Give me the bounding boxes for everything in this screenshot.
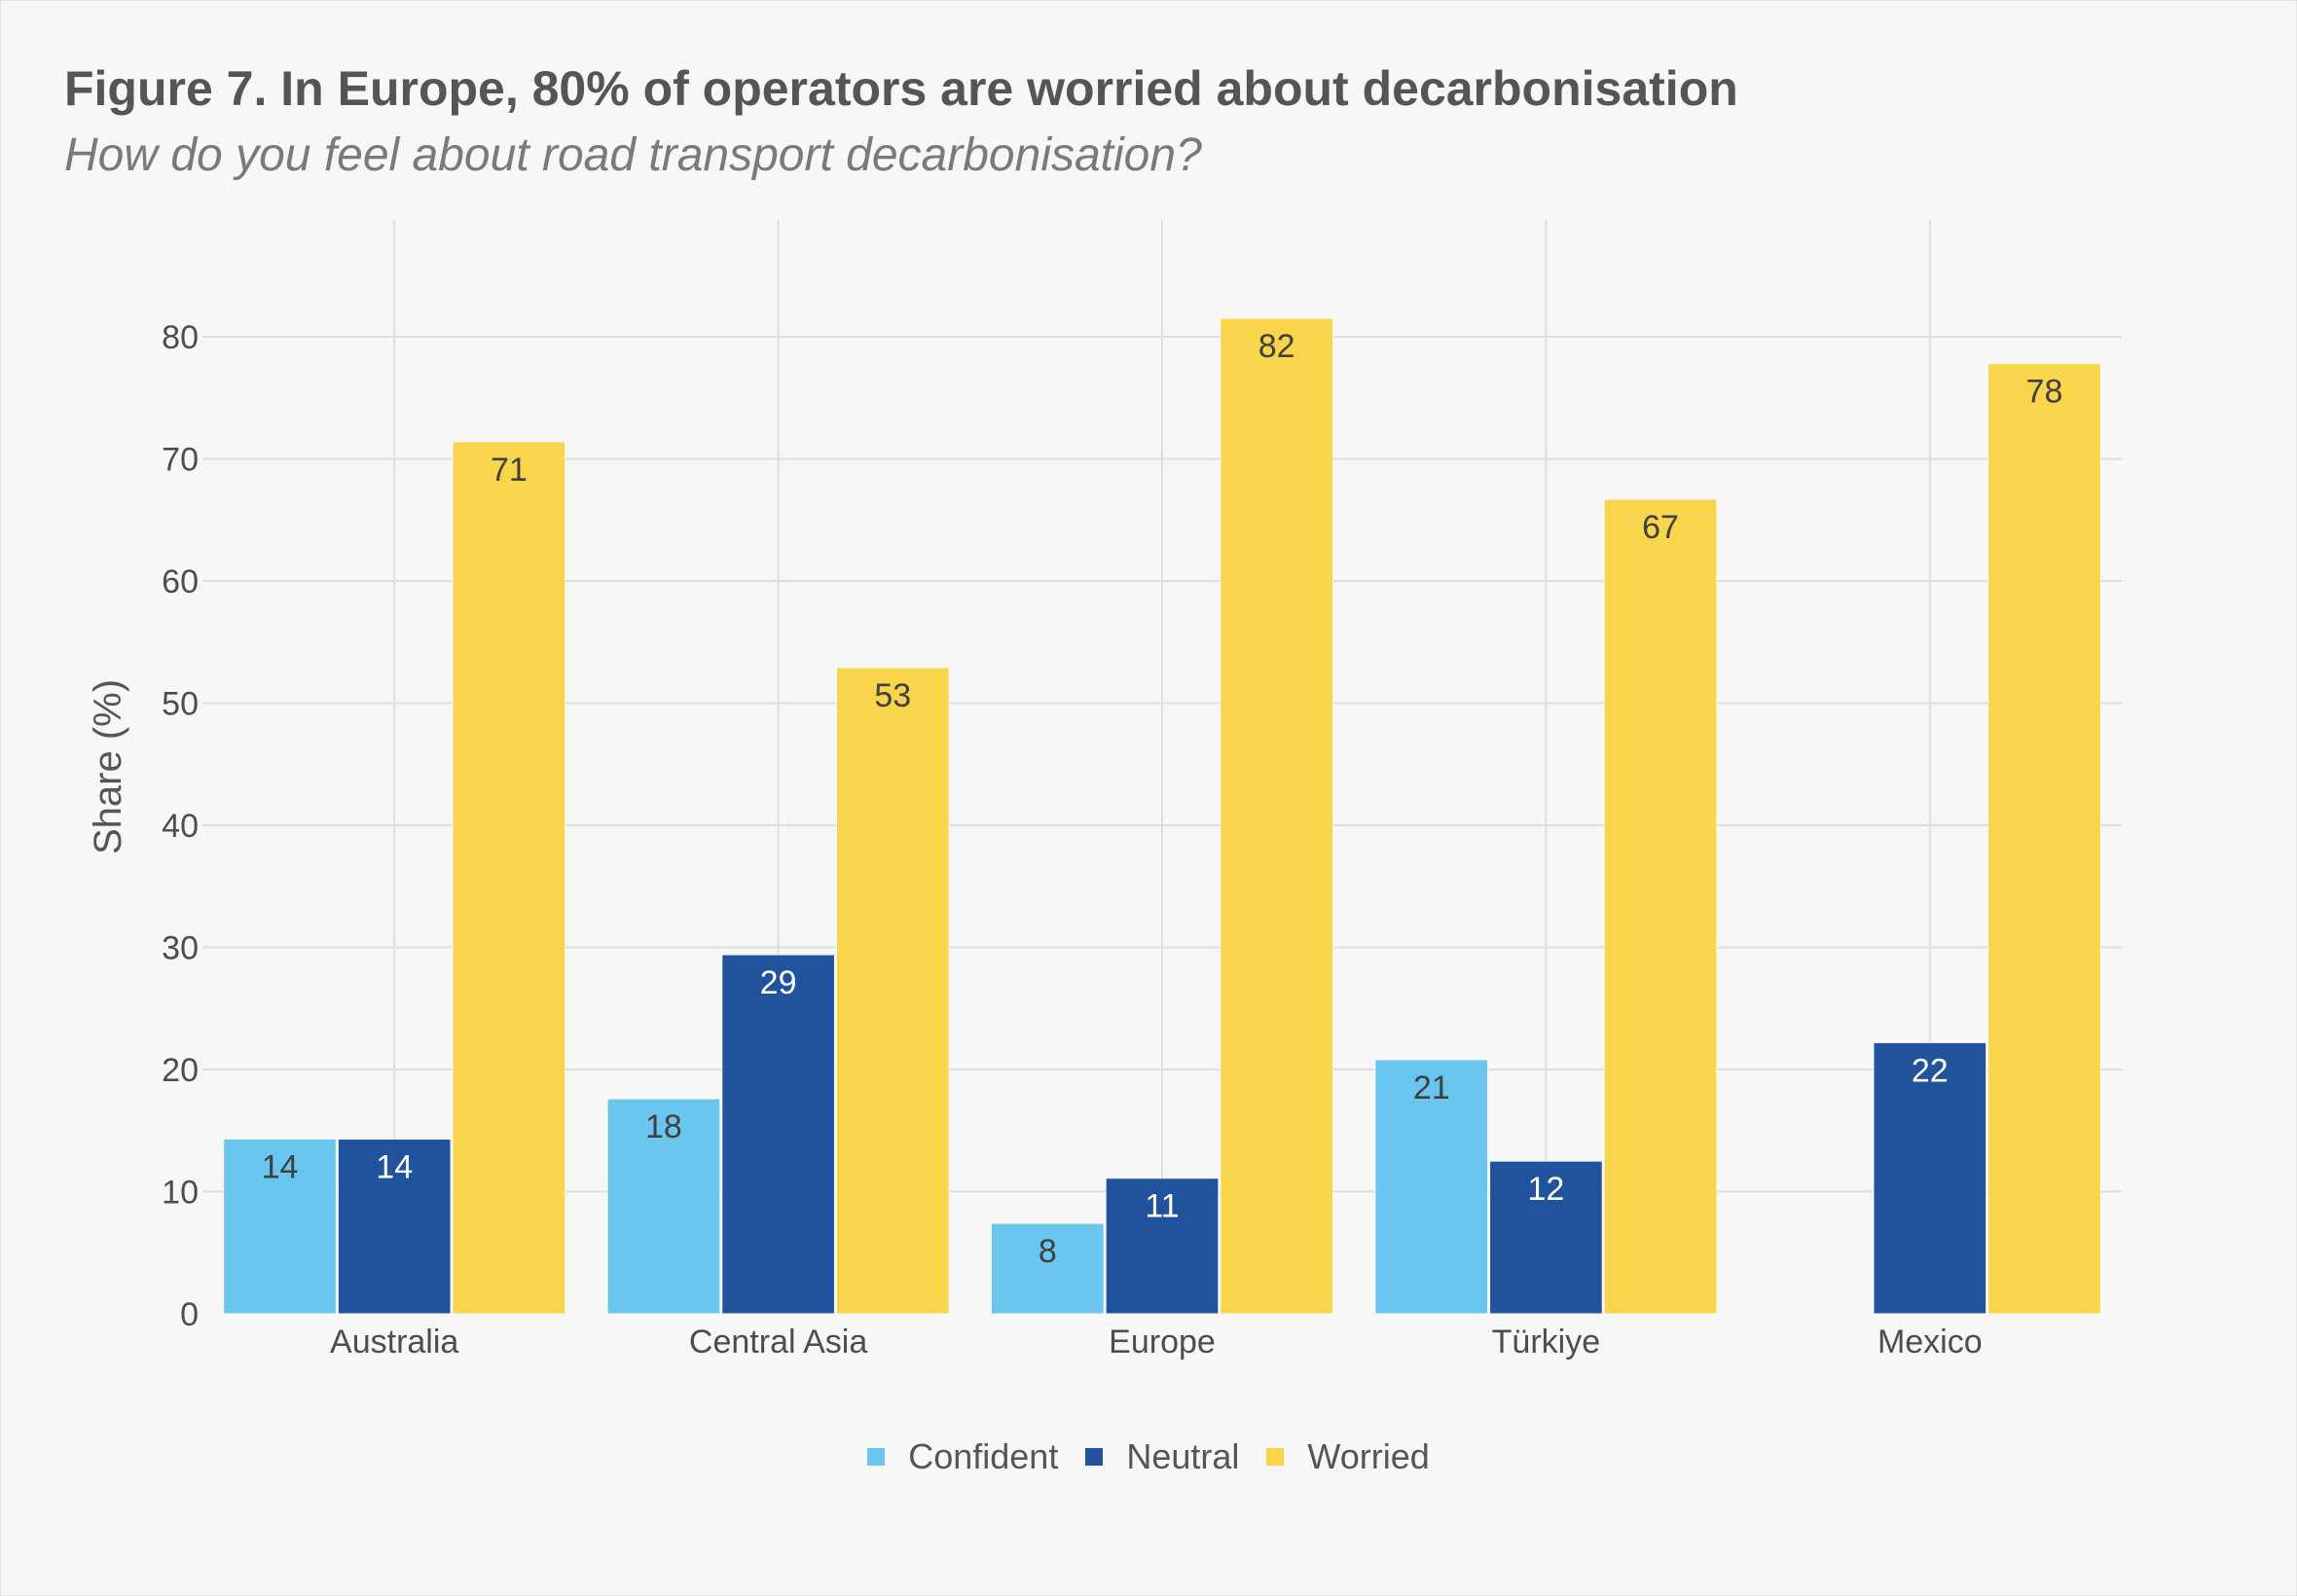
y-tick-label: 40 [162, 808, 199, 845]
bar-worried [1603, 498, 1718, 1315]
bar-confident [223, 1139, 337, 1315]
legend-label: Neutral [1126, 1436, 1240, 1476]
data-label: 21 [1413, 1070, 1450, 1106]
bar-neutral [1105, 1178, 1220, 1315]
data-label: 53 [874, 677, 911, 714]
bar-worried [1987, 363, 2101, 1315]
x-axis-categories: Australia Central Asia Europe Türkiye Mexico [330, 1324, 1983, 1360]
bar-worried [452, 441, 566, 1315]
bar-confident [991, 1222, 1105, 1315]
data-label: 8 [1039, 1233, 1057, 1270]
y-axis-ticks: 0 10 20 30 40 50 60 70 80 [162, 319, 199, 1333]
data-label: 14 [262, 1149, 299, 1186]
data-label: 11 [1145, 1188, 1179, 1225]
legend-label: Worried [1307, 1436, 1430, 1476]
legend: Confident Neutral Worried [0, 1436, 2297, 1477]
bar-confident [606, 1098, 721, 1315]
x-category-label: Australia [330, 1324, 458, 1360]
data-label: 14 [376, 1149, 413, 1186]
bar-neutral [721, 954, 835, 1315]
y-tick-label: 50 [162, 686, 199, 723]
data-label: 12 [1527, 1171, 1564, 1208]
data-label: 82 [1258, 328, 1295, 365]
legend-swatch [867, 1448, 886, 1466]
x-category-label: Europe [1109, 1324, 1216, 1360]
data-label: 29 [760, 964, 797, 1001]
bar-worried [835, 667, 950, 1315]
y-tick-label: 80 [162, 319, 199, 356]
y-tick-label: 20 [162, 1052, 199, 1089]
bar-worried [1220, 317, 1334, 1315]
y-tick-label: 10 [162, 1175, 199, 1212]
bar-neutral [1873, 1041, 1987, 1315]
y-axis-label: Share (%) [87, 679, 129, 854]
data-label: 67 [1642, 509, 1679, 546]
bars [223, 317, 2101, 1315]
bar-neutral [1489, 1160, 1603, 1315]
y-tick-label: 60 [162, 563, 199, 600]
data-label: 71 [491, 452, 528, 489]
bar-confident [1374, 1059, 1489, 1315]
x-category-label: Central Asia [689, 1324, 867, 1360]
legend-item-neutral[interactable]: Neutral [1085, 1436, 1239, 1477]
x-category-label: Mexico [1878, 1324, 1983, 1360]
chart-title: Figure 7. In Europe, 80% of operators ar… [64, 61, 1738, 116]
data-label: 22 [1912, 1052, 1949, 1089]
data-labels: 14 14 71 18 29 53 8 11 82 21 12 67 22 78 [262, 328, 2063, 1270]
x-category-label: Türkiye [1492, 1324, 1600, 1360]
bar-neutral [337, 1139, 452, 1315]
legend-label: Confident [908, 1436, 1059, 1476]
data-label: 78 [2026, 374, 2063, 411]
y-tick-label: 30 [162, 930, 199, 967]
y-tick-label: 70 [162, 442, 199, 479]
legend-swatch [1085, 1448, 1104, 1466]
y-tick-label: 0 [180, 1296, 199, 1333]
legend-swatch [1266, 1448, 1285, 1466]
chart-subtitle: How do you feel about road transport dec… [64, 129, 1202, 181]
legend-item-confident[interactable]: Confident [867, 1436, 1058, 1477]
data-label: 18 [645, 1108, 682, 1145]
legend-item-worried[interactable]: Worried [1266, 1436, 1430, 1477]
